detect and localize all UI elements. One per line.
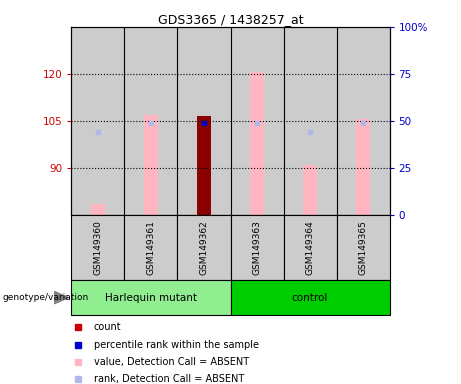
Text: GSM149363: GSM149363 — [253, 220, 261, 275]
Bar — [124, 27, 177, 215]
Bar — [177, 215, 230, 280]
Polygon shape — [54, 291, 68, 304]
Text: control: control — [292, 293, 328, 303]
Bar — [71, 27, 124, 215]
Bar — [177, 27, 230, 215]
Bar — [230, 27, 284, 215]
Text: GSM149365: GSM149365 — [359, 220, 367, 275]
Bar — [197, 116, 211, 215]
Text: rank, Detection Call = ABSENT: rank, Detection Call = ABSENT — [94, 374, 244, 384]
Bar — [356, 119, 370, 215]
Bar — [284, 27, 337, 215]
Bar — [124, 215, 177, 280]
Text: count: count — [94, 322, 121, 332]
Bar — [91, 204, 105, 215]
Text: percentile rank within the sample: percentile rank within the sample — [94, 339, 259, 349]
Bar — [230, 280, 390, 315]
Bar — [337, 27, 390, 215]
Bar — [144, 115, 158, 215]
Text: GSM149360: GSM149360 — [94, 220, 102, 275]
Bar — [284, 215, 337, 280]
Title: GDS3365 / 1438257_at: GDS3365 / 1438257_at — [158, 13, 303, 26]
Bar — [230, 215, 284, 280]
Text: genotype/variation: genotype/variation — [2, 293, 89, 302]
Bar — [303, 165, 317, 215]
Bar — [71, 215, 124, 280]
Text: GSM149362: GSM149362 — [200, 220, 208, 275]
Bar — [71, 280, 230, 315]
Text: GSM149361: GSM149361 — [147, 220, 155, 275]
Text: value, Detection Call = ABSENT: value, Detection Call = ABSENT — [94, 357, 249, 367]
Text: GSM149364: GSM149364 — [306, 220, 314, 275]
Bar — [250, 72, 264, 215]
Text: Harlequin mutant: Harlequin mutant — [105, 293, 197, 303]
Bar — [337, 215, 390, 280]
